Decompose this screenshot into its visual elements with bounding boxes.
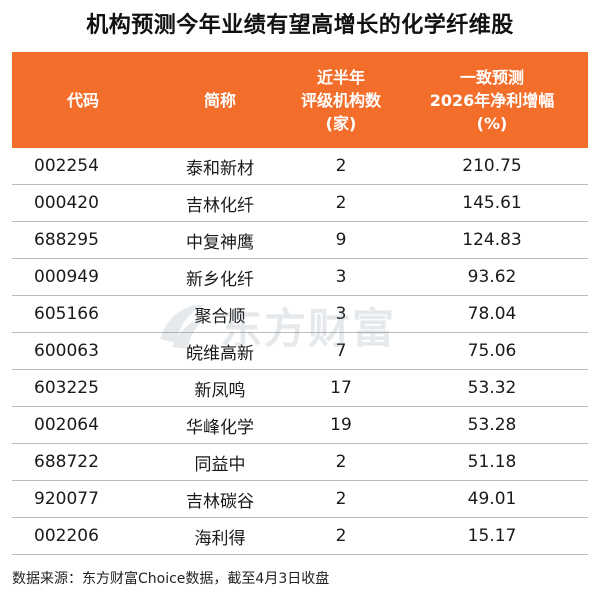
profit-growth: 75.06 — [467, 341, 517, 361]
table-row: 920077 吉林碳谷 2 49.01 — [12, 481, 588, 518]
stock-name: 泰和新材 — [186, 158, 254, 179]
profit-growth: 93.62 — [467, 267, 517, 287]
rating-count: 2 — [335, 156, 347, 176]
stock-code: 002206 — [34, 526, 99, 546]
rating-count: 2 — [335, 526, 347, 546]
profit-growth: 53.28 — [467, 415, 517, 435]
stock-name: 海利得 — [194, 528, 246, 549]
profit-growth: 124.83 — [462, 230, 522, 250]
rating-count: 2 — [335, 452, 347, 472]
stock-name: 吉林碳谷 — [186, 491, 254, 512]
table-row: 600063 皖维高新 7 75.06 — [12, 333, 588, 370]
table-row: 605166 聚合顺 3 78.04 — [12, 296, 588, 333]
rating-count: 17 — [330, 378, 352, 398]
table-row: 002206 海利得 2 15.17 — [12, 518, 588, 555]
rating-count: 2 — [335, 489, 347, 509]
stock-name: 皖维高新 — [186, 343, 254, 364]
stock-name: 新乡化纤 — [186, 269, 254, 290]
stock-name: 华峰化学 — [186, 417, 254, 438]
table-row: 000949 新乡化纤 3 93.62 — [12, 259, 588, 296]
stock-code: 688295 — [34, 230, 99, 250]
table-row: 603225 新凤鸣 17 53.32 — [12, 370, 588, 407]
stock-code: 002064 — [34, 415, 99, 435]
page-title: 机构预测今年业绩有望高增长的化学纤维股 — [86, 13, 514, 38]
rating-count: 7 — [335, 341, 347, 361]
stock-name: 中复神鹰 — [186, 232, 254, 253]
profit-growth: 78.04 — [467, 304, 517, 324]
stock-code: 000949 — [34, 267, 99, 287]
stock-code: 000420 — [34, 193, 99, 213]
profit-growth: 53.32 — [467, 378, 517, 398]
header-code: 代码 — [66, 90, 99, 110]
data-source-note: 数据来源：东方财富Choice数据，截至4月3日收盘 — [12, 571, 330, 587]
stock-code: 688722 — [34, 452, 99, 472]
stock-code: 002254 — [34, 156, 99, 176]
stock-code: 920077 — [34, 489, 99, 509]
rating-count: 19 — [330, 415, 352, 435]
table-header: 代码 简称 近半年 评级机构数 (家) 一致预测 2026年净利增幅 (%) — [12, 52, 588, 148]
stock-name: 新凤鸣 — [194, 380, 246, 401]
profit-growth: 210.75 — [462, 156, 522, 176]
header-profit-growth: 一致预测 2026年净利增幅 (%) — [429, 67, 555, 133]
profit-growth: 15.17 — [467, 526, 517, 546]
rating-count: 9 — [335, 230, 347, 250]
profit-growth: 145.61 — [462, 193, 522, 213]
profit-growth: 49.01 — [467, 489, 517, 509]
table-row: 000420 吉林化纤 2 145.61 — [12, 185, 588, 222]
profit-growth: 51.18 — [467, 452, 517, 472]
table-row: 688295 中复神鹰 9 124.83 — [12, 222, 588, 259]
stock-name: 同益中 — [194, 454, 246, 475]
stock-code: 605166 — [34, 304, 99, 324]
rating-count: 3 — [335, 267, 347, 287]
table-row: 688722 同益中 2 51.18 — [12, 444, 588, 481]
stock-code: 603225 — [34, 378, 99, 398]
table-row: 002254 泰和新材 2 210.75 — [12, 148, 588, 185]
table-row: 002064 华峰化学 19 53.28 — [12, 407, 588, 444]
rating-count: 3 — [335, 304, 347, 324]
data-table: 代码 简称 近半年 评级机构数 (家) 一致预测 2026年净利增幅 (%) 0… — [12, 52, 588, 555]
table-body: 002254 泰和新材 2 210.75 000420 吉林化纤 2 145.6… — [12, 148, 588, 555]
header-rating-count: 近半年 评级机构数 (家) — [300, 67, 381, 133]
stock-name: 吉林化纤 — [186, 195, 254, 216]
stock-name: 聚合顺 — [194, 306, 246, 327]
rating-count: 2 — [335, 193, 347, 213]
header-name: 简称 — [203, 90, 236, 110]
stock-code: 600063 — [34, 341, 99, 361]
